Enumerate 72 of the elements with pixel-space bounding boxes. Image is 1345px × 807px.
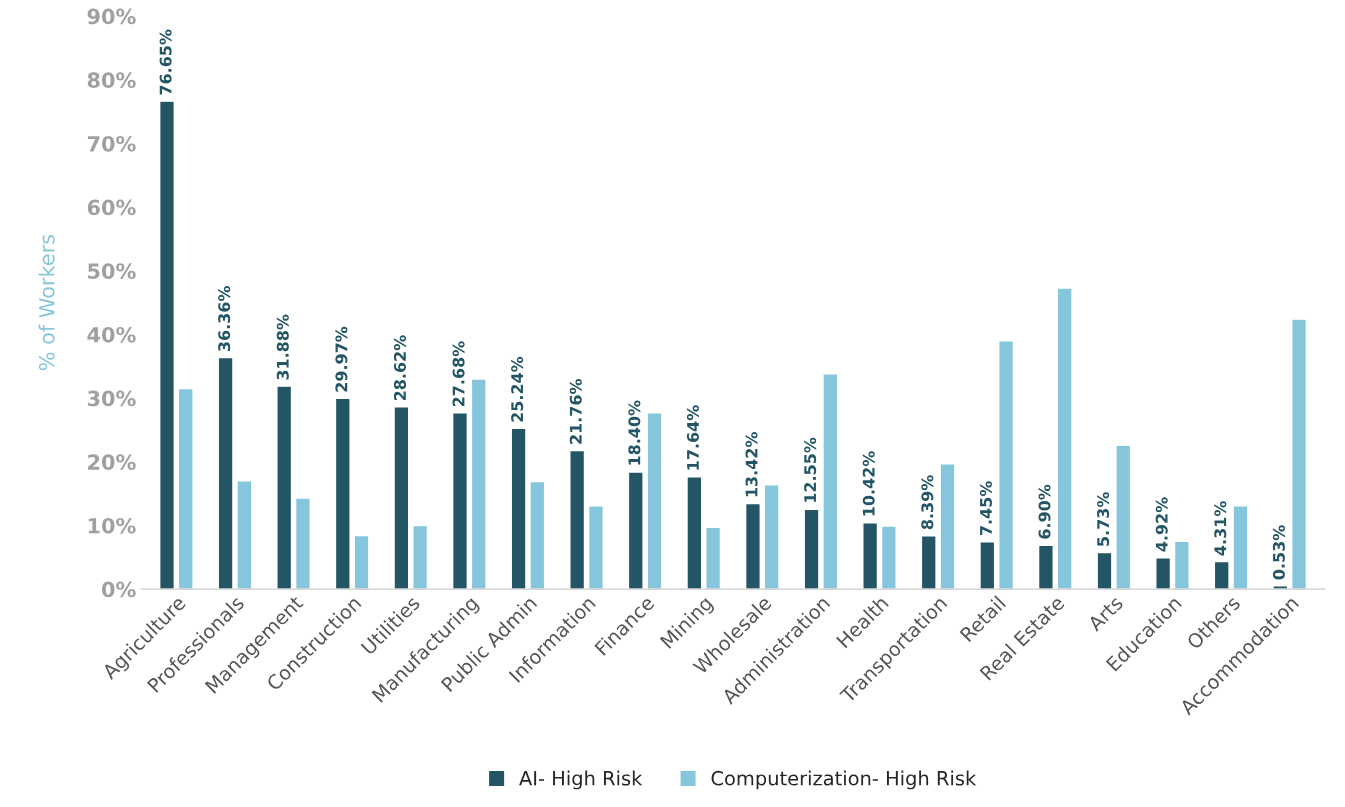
bar — [1096, 551, 1113, 590]
bar — [744, 502, 761, 590]
bar — [646, 412, 663, 590]
bar — [880, 525, 897, 590]
bar — [569, 449, 586, 590]
bar — [803, 508, 820, 590]
y-tick-label: 70% — [87, 135, 136, 152]
bar — [529, 480, 546, 590]
bar — [998, 340, 1015, 590]
data-label: 36.36% — [218, 286, 231, 352]
data-label: 12.55% — [804, 437, 817, 502]
bar — [686, 476, 703, 590]
bar — [862, 522, 879, 590]
bar — [236, 480, 253, 590]
bar — [451, 412, 468, 590]
bar — [334, 397, 351, 590]
data-label: 4.92% — [1155, 497, 1168, 552]
bar — [276, 385, 293, 590]
y-tick-label: 40% — [87, 326, 136, 343]
data-label: 76.65% — [159, 29, 172, 95]
legend-label: AI- High Risk — [519, 770, 643, 790]
bar — [1213, 560, 1230, 590]
bar — [587, 505, 604, 590]
data-label: 17.64% — [686, 405, 699, 470]
bar — [920, 535, 937, 590]
bar — [1173, 540, 1190, 590]
bar — [627, 471, 644, 590]
data-label: 29.97% — [335, 326, 348, 392]
data-label: 21.76% — [569, 379, 582, 444]
data-label: 13.42% — [745, 432, 758, 497]
y-axis-title: % of Workers — [38, 234, 55, 371]
bar — [705, 526, 722, 590]
data-label: 7.45% — [979, 481, 992, 536]
bar — [177, 387, 194, 590]
data-label: 5.73% — [1097, 492, 1110, 546]
bar — [979, 540, 996, 590]
data-label: 27.68% — [452, 341, 465, 407]
data-label: 28.62% — [393, 335, 407, 401]
data-label: 6.90% — [1038, 484, 1051, 539]
y-tick-label: 90% — [87, 8, 136, 25]
bar — [1056, 287, 1073, 590]
data-label: 0.53% — [1272, 525, 1285, 580]
data-label: 8.39% — [921, 475, 934, 530]
legend-label: Computerization- High Risk — [711, 770, 977, 790]
data-label: 4.31% — [1214, 501, 1227, 556]
bar — [510, 427, 527, 590]
bar — [294, 497, 311, 590]
y-tick-label: 20% — [88, 454, 136, 470]
data-label: 10.42% — [862, 451, 875, 516]
data-label: 31.88% — [276, 314, 289, 380]
y-tick-label: 60% — [87, 199, 136, 216]
y-tick-label: 80% — [87, 72, 136, 89]
bar — [412, 524, 429, 590]
data-label: 25.24% — [511, 356, 524, 422]
bar — [217, 356, 234, 590]
bar — [393, 406, 410, 590]
data-label: 18.40% — [628, 400, 641, 465]
bar — [1291, 318, 1308, 590]
bar — [939, 462, 956, 590]
bar — [470, 378, 487, 590]
y-tick-label: 50% — [88, 263, 136, 279]
bar — [158, 100, 176, 590]
bar — [1232, 505, 1249, 590]
bar — [763, 484, 780, 590]
bar — [1155, 557, 1172, 590]
y-tick-label: 10% — [88, 517, 136, 534]
bar — [1037, 544, 1054, 590]
y-tick-label: 0% — [101, 581, 136, 598]
bar — [822, 373, 839, 590]
y-tick-label: 30% — [87, 390, 136, 407]
bar — [1115, 444, 1132, 590]
bar — [353, 534, 370, 590]
